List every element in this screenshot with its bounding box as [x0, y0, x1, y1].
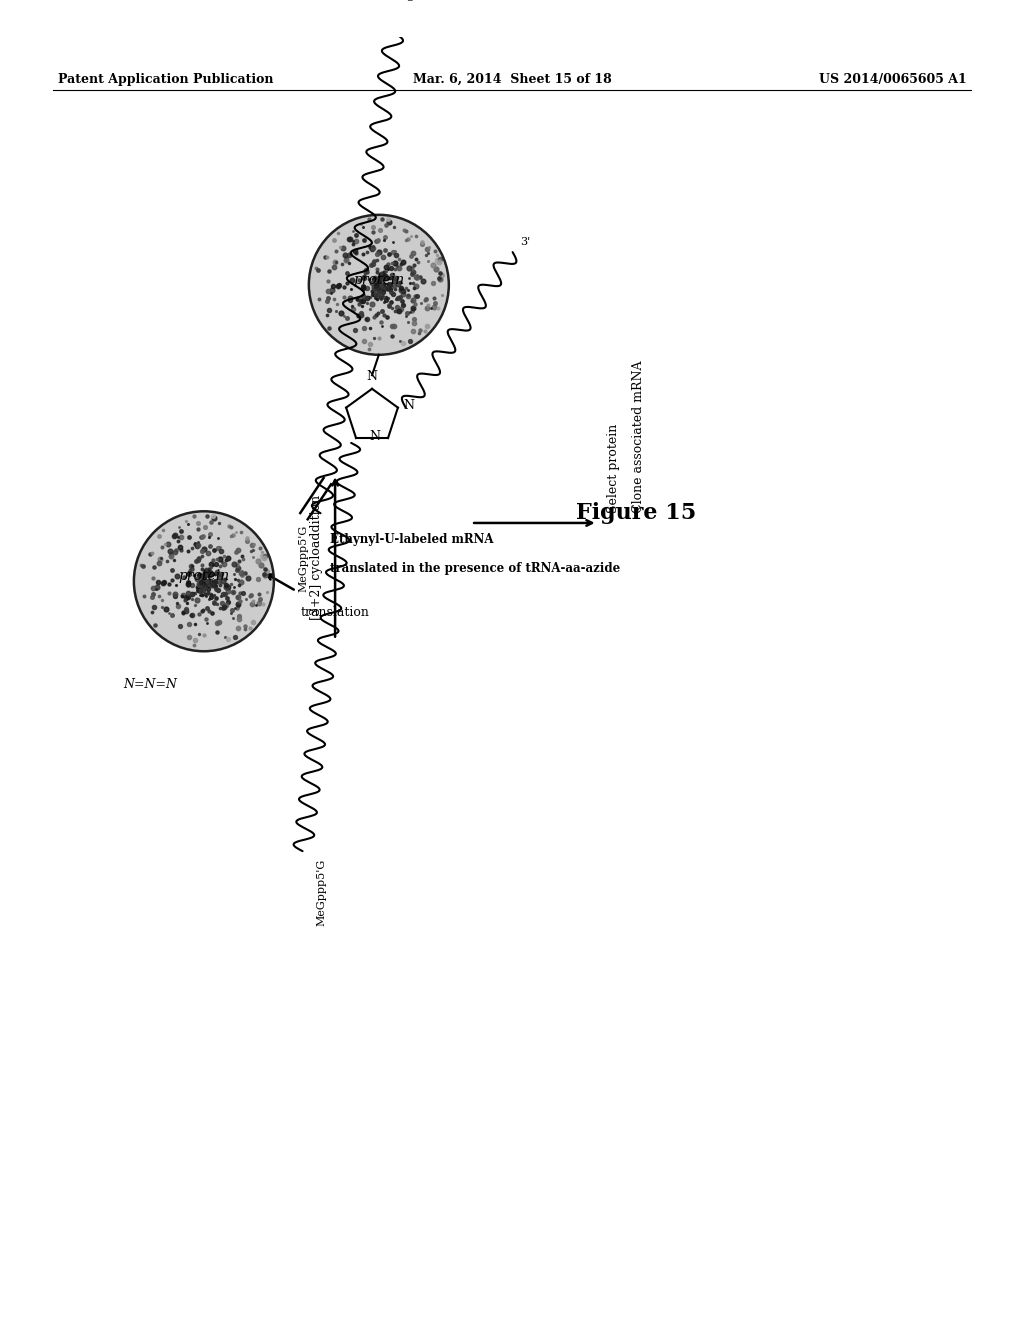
Text: translation: translation [301, 606, 370, 619]
Ellipse shape [309, 215, 449, 355]
Ellipse shape [134, 511, 273, 651]
Text: N: N [403, 399, 415, 412]
Text: N: N [370, 429, 380, 442]
Text: N: N [367, 370, 378, 383]
Text: Select protein: Select protein [607, 424, 621, 513]
Text: Mar. 6, 2014  Sheet 15 of 18: Mar. 6, 2014 Sheet 15 of 18 [413, 73, 611, 86]
Text: US 2014/0065605 A1: US 2014/0065605 A1 [819, 73, 967, 86]
Text: MeGppp5'G: MeGppp5'G [316, 859, 327, 927]
Text: 3': 3' [520, 238, 530, 247]
Text: Patent Application Publication: Patent Application Publication [58, 73, 273, 86]
Text: 3': 3' [407, 0, 417, 3]
Text: Figure 15: Figure 15 [577, 502, 696, 524]
Text: protein: protein [178, 569, 229, 583]
Text: [3+2] cycloaddition: [3+2] cycloaddition [310, 495, 324, 619]
Text: Ethynyl-U-labeled mRNA: Ethynyl-U-labeled mRNA [330, 533, 494, 545]
Text: MeGppp5'G: MeGppp5'G [299, 525, 309, 593]
Text: translated in the presence of tRNA-aa-azide: translated in the presence of tRNA-aa-az… [330, 562, 621, 574]
Text: Clone associated mRNA: Clone associated mRNA [632, 360, 644, 513]
Text: N=N=N: N=N=N [124, 678, 177, 692]
Text: protein: protein [353, 273, 404, 286]
